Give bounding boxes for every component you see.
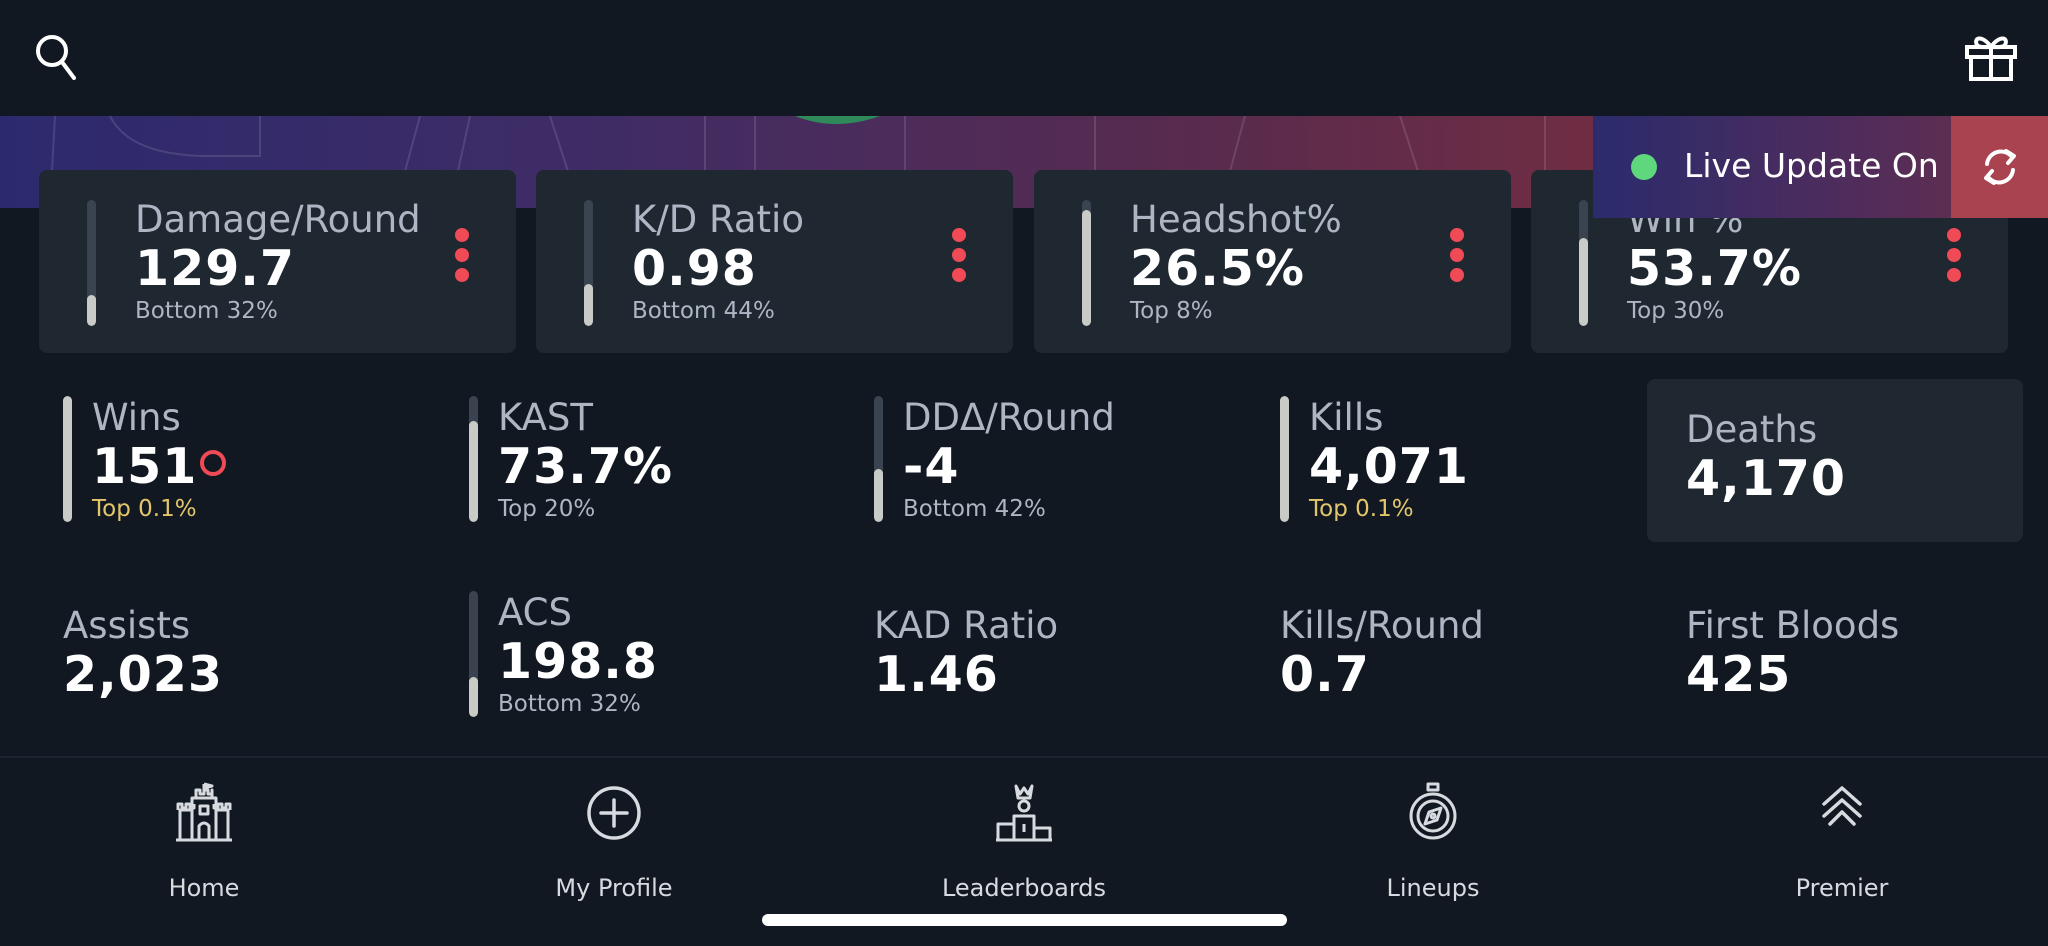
stat-title: Kills/Round: [1280, 604, 1484, 647]
stat-value: 0.7: [1280, 646, 1370, 703]
stat-value: 1.46: [874, 646, 999, 703]
nav-label: My Profile: [555, 874, 673, 902]
nav-label: Leaderboards: [941, 874, 1107, 902]
percentile-bar: [63, 396, 72, 522]
stat-value: 198.8: [498, 633, 658, 690]
stat-value: 26.5%: [1130, 240, 1305, 297]
stat-rank: Top 20%: [498, 496, 596, 522]
stat-title: Headshot%: [1130, 198, 1342, 241]
podium-icon: [994, 782, 1054, 844]
percentile-bar: [1082, 200, 1091, 326]
stat-card-kd-ratio[interactable]: K/D Ratio 0.98 Bottom 44%: [536, 170, 1013, 353]
home-indicator[interactable]: [762, 914, 1287, 926]
stat-title: Kills: [1309, 396, 1384, 439]
stat-title: Deaths: [1686, 408, 1818, 451]
stat-card-damage-round[interactable]: Damage/Round 129.7 Bottom 32%: [39, 170, 516, 353]
chevrons-up-icon: [1812, 782, 1872, 844]
percentile-bar: [469, 396, 478, 522]
stat-card-headshot[interactable]: Headshot% 26.5% Top 8%: [1034, 170, 1511, 353]
nav-leaderboards[interactable]: Leaderboards: [894, 782, 1154, 902]
stat-rank: Top 30%: [1627, 298, 1725, 324]
stat-value: 4,170: [1686, 450, 1846, 507]
stat-title: Wins: [92, 396, 181, 439]
stat-value: -4: [903, 438, 960, 495]
more-options-icon[interactable]: [452, 228, 472, 292]
nav-premier[interactable]: Premier: [1712, 782, 1972, 902]
percentile-bar: [469, 591, 478, 717]
stat-value: 73.7%: [498, 438, 673, 495]
stat-title: DDΔ/Round: [903, 396, 1115, 439]
live-update-toggle[interactable]: Live Update On: [1593, 116, 2048, 218]
stat-value: 2,023: [63, 646, 223, 703]
top-bar: [0, 0, 2048, 116]
stat-title: First Bloods: [1686, 604, 1900, 647]
stat-rank: Bottom 44%: [632, 298, 775, 324]
stat-title: Damage/Round: [135, 198, 421, 241]
stat-rank: Bottom 32%: [135, 298, 278, 324]
more-options-icon[interactable]: [1944, 228, 1964, 292]
percentile-bar: [1579, 200, 1588, 326]
stat-rank: Top 8%: [1130, 298, 1213, 324]
stat-value: 0.98: [632, 240, 757, 297]
nav-label: Premier: [1795, 874, 1889, 902]
nav-label: Home: [168, 874, 240, 902]
nav-label: Lineups: [1386, 874, 1480, 902]
search-icon[interactable]: [28, 26, 84, 88]
stat-value: 53.7%: [1627, 240, 1802, 297]
percentile-bar: [87, 200, 96, 326]
live-status-dot: [1631, 154, 1657, 180]
nav-my-profile[interactable]: My Profile: [484, 782, 744, 902]
stat-title: ACS: [498, 591, 572, 634]
stat-title: K/D Ratio: [632, 198, 804, 241]
nav-home[interactable]: Home: [74, 782, 334, 902]
refresh-icon[interactable]: [1951, 116, 2048, 218]
stat-value: 151: [92, 438, 198, 495]
nav-lineups[interactable]: Lineups: [1303, 782, 1563, 902]
stat-rank: Top 0.1%: [92, 496, 197, 522]
more-options-icon[interactable]: [1447, 228, 1467, 292]
stat-deaths[interactable]: Deaths 4,170: [1647, 379, 2023, 542]
stat-value: 425: [1686, 646, 1792, 703]
compass-icon: [1403, 782, 1463, 844]
stat-title: KAD Ratio: [874, 604, 1059, 647]
pending-indicator-icon: [198, 448, 228, 482]
stat-value: 129.7: [135, 240, 295, 297]
live-update-label: Live Update On: [1684, 146, 1939, 185]
percentile-bar: [874, 396, 883, 522]
stat-title: Assists: [63, 604, 191, 647]
plus-circle-icon: [584, 782, 644, 844]
stat-rank: Bottom 42%: [903, 496, 1046, 522]
gift-icon[interactable]: [1956, 26, 2026, 88]
castle-icon: [174, 782, 234, 844]
stat-rank: Bottom 32%: [498, 691, 641, 717]
stat-rank: Top 0.1%: [1309, 496, 1414, 522]
percentile-bar: [1280, 396, 1289, 522]
more-options-icon[interactable]: [949, 228, 969, 292]
stat-title: KAST: [498, 396, 594, 439]
percentile-bar: [584, 200, 593, 326]
stat-value: 4,071: [1309, 438, 1469, 495]
